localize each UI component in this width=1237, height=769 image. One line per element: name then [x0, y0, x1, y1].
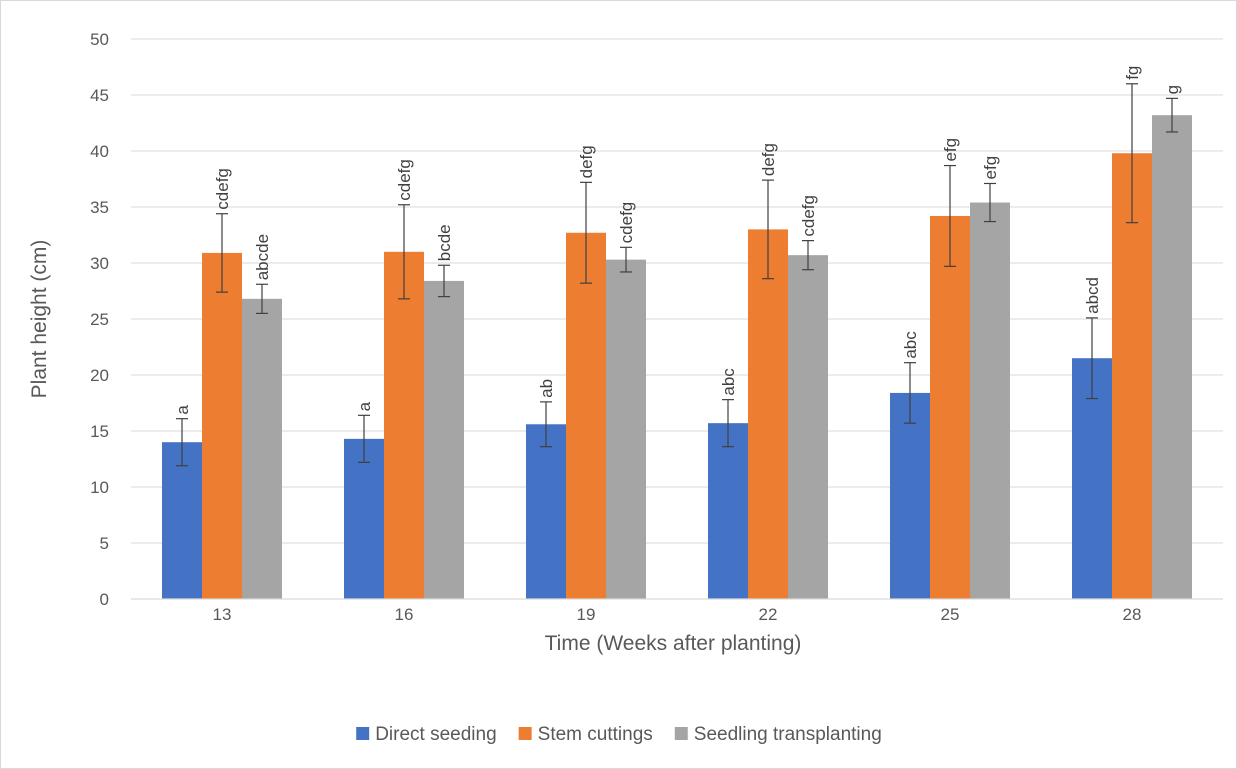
- error-bar: [904, 362, 916, 424]
- legend-swatch: [674, 727, 688, 740]
- significance-label: efg: [981, 156, 1000, 180]
- significance-label: fg: [1123, 66, 1142, 80]
- x-tick-label: 13: [213, 605, 232, 624]
- error-bar: [580, 181, 592, 284]
- significance-label: defg: [577, 145, 596, 178]
- significance-label: g: [1163, 85, 1182, 94]
- error-bar: [398, 204, 410, 300]
- bar: [526, 424, 566, 599]
- error-bar: [722, 399, 734, 448]
- x-tick-label: 19: [577, 605, 596, 624]
- bar: [344, 438, 384, 599]
- gridlines: [131, 38, 1223, 544]
- x-tick-label: 28: [1123, 605, 1142, 624]
- bar: [606, 259, 646, 599]
- y-tick-label: 20: [90, 366, 109, 385]
- significance-label: cdefg: [395, 159, 414, 201]
- error-bar: [540, 401, 552, 448]
- bar: [890, 392, 930, 599]
- y-tick-label: 35: [90, 198, 109, 217]
- error-bars: [176, 83, 1178, 467]
- significance-label: abc: [719, 368, 738, 396]
- y-axis-title: Plant height (cm): [28, 240, 51, 399]
- y-tick-label: 45: [90, 86, 109, 105]
- x-axis-ticks: 13 16 19 22 25 28: [213, 605, 1142, 624]
- x-axis-title: Time (Weeks after planting): [545, 632, 802, 655]
- bar: [384, 251, 424, 600]
- significance-label: cdefg: [213, 168, 232, 210]
- error-bar: [802, 240, 814, 271]
- bar: [708, 423, 748, 599]
- x-tick-label: 22: [759, 605, 778, 624]
- bar: [202, 252, 242, 600]
- bar: [1152, 115, 1192, 599]
- y-tick-label: 50: [90, 30, 109, 49]
- error-bar: [438, 264, 450, 298]
- error-bar: [216, 213, 228, 293]
- bar: [788, 255, 828, 599]
- error-bar: [944, 164, 956, 267]
- significance-labels: acdefgabcdeacdefgbcdeabdefgcdefgabcdefgc…: [173, 66, 1182, 415]
- bar: [1112, 153, 1152, 600]
- bar: [424, 280, 464, 599]
- bar: [566, 232, 606, 599]
- legend-item: Seedling transplanting: [674, 724, 882, 745]
- bar: [970, 202, 1010, 599]
- y-tick-label: 30: [90, 254, 109, 273]
- bar: [242, 298, 282, 599]
- legend: Direct seeding Stem cuttings Seedling tran…: [356, 724, 882, 745]
- significance-label: cdefg: [617, 202, 636, 244]
- significance-label: ab: [537, 379, 556, 398]
- bar: [748, 229, 788, 599]
- error-bar: [358, 414, 370, 463]
- legend-item: Direct seeding: [356, 724, 497, 745]
- significance-label: cdefg: [799, 195, 818, 237]
- y-tick-label: 5: [100, 534, 109, 553]
- y-axis-ticks: 0 5 10 15 20 25 30 35 40 45 50: [90, 30, 109, 609]
- y-tick-label: 40: [90, 142, 109, 161]
- significance-label: a: [355, 401, 374, 411]
- error-bar: [1126, 83, 1138, 224]
- y-tick-label: 25: [90, 310, 109, 329]
- error-bar: [256, 283, 268, 314]
- x-tick-label: 25: [941, 605, 960, 624]
- y-tick-label: 15: [90, 422, 109, 441]
- legend-label: Stem cuttings: [538, 724, 653, 745]
- significance-label: abcd: [1083, 277, 1102, 314]
- significance-label: abcde: [253, 234, 272, 280]
- significance-label: defg: [759, 143, 778, 176]
- bars: [162, 115, 1192, 600]
- error-bar: [1086, 317, 1098, 400]
- significance-label: a: [173, 405, 192, 415]
- significance-label: efg: [941, 138, 960, 162]
- error-bar: [620, 246, 632, 273]
- y-tick-label: 10: [90, 478, 109, 497]
- bar: [930, 215, 970, 599]
- legend-swatch: [518, 727, 532, 740]
- legend-swatch: [356, 727, 370, 740]
- x-tick-label: 16: [395, 605, 414, 624]
- error-bar: [176, 418, 188, 467]
- error-bar: [762, 179, 774, 280]
- significance-label: bcde: [435, 224, 454, 261]
- bar: [162, 442, 202, 599]
- significance-label: abc: [901, 331, 920, 359]
- error-bar: [1166, 97, 1178, 133]
- error-bar: [984, 182, 996, 223]
- y-tick-label: 0: [100, 590, 109, 609]
- legend-label: Seedling transplanting: [694, 724, 882, 745]
- legend-label: Direct seeding: [375, 724, 496, 745]
- legend-item: Stem cuttings: [518, 724, 653, 745]
